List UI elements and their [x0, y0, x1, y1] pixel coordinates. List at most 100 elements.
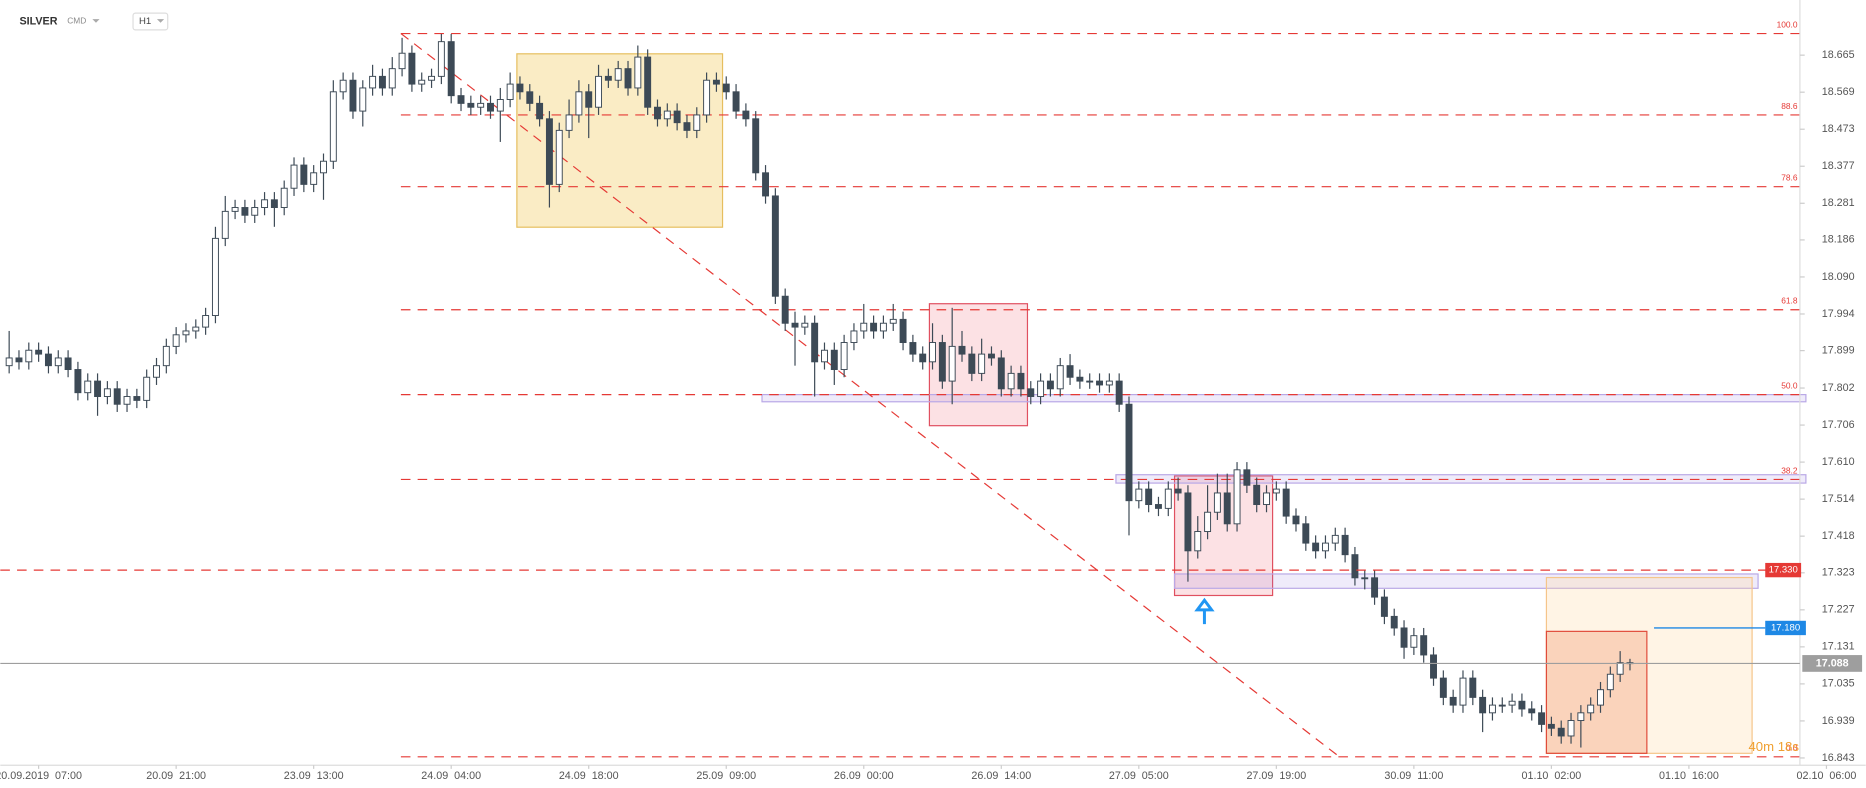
x-tick-label: 02.10 06:00	[1797, 770, 1857, 782]
candle-body	[1154, 504, 1162, 509]
x-tick-label: 26.09 14:00	[971, 770, 1031, 782]
candle-body	[1302, 523, 1310, 544]
candle-body	[821, 349, 828, 363]
candle-body	[1046, 380, 1054, 390]
candle-body	[1007, 372, 1015, 390]
y-tick-label: 17.035	[1822, 678, 1855, 690]
candle-body	[506, 83, 514, 100]
candle-body	[1174, 488, 1182, 494]
price-tag	[1765, 620, 1806, 636]
candle-body	[1449, 696, 1457, 706]
candle-body	[752, 118, 760, 174]
candle-body	[850, 330, 858, 344]
candle-body	[811, 322, 819, 363]
price-tag	[1802, 655, 1863, 672]
x-tick-label: 30.09 11:00	[1384, 770, 1443, 782]
dropdown[interactable]	[92, 19, 100, 23]
candle-body	[683, 122, 691, 131]
candle-body	[909, 342, 917, 355]
candle-body	[202, 315, 210, 328]
candle-body	[1469, 677, 1477, 698]
price-tag-label: 17.088	[1816, 657, 1849, 669]
candle-body	[241, 207, 249, 216]
candle-body	[398, 52, 406, 70]
candle-body	[516, 83, 524, 93]
candle-body	[1606, 673, 1614, 691]
candle-body	[860, 322, 868, 332]
candle-body	[624, 68, 632, 89]
candle-body	[1037, 380, 1045, 398]
candle-body	[84, 380, 92, 394]
candle-body	[1223, 492, 1231, 525]
candle-body	[1312, 542, 1320, 552]
candle-body	[25, 349, 33, 363]
candle-body	[565, 114, 573, 131]
candle-body	[1390, 615, 1398, 629]
candle-body	[968, 353, 976, 374]
candle-body	[1096, 380, 1103, 386]
candle-body	[94, 380, 102, 398]
candle-body	[1351, 554, 1359, 579]
support-zone	[761, 394, 1807, 403]
candle-body	[1439, 677, 1447, 698]
candle-body	[1164, 488, 1172, 509]
candle-body	[1017, 372, 1025, 390]
candle-body	[153, 365, 160, 378]
candle-body	[1145, 488, 1153, 506]
candle-body	[1616, 662, 1624, 675]
fib-label: 88.6	[1781, 101, 1798, 111]
x-tick-label: 23.09 13:00	[284, 770, 344, 782]
x-tick-label: 20.09 21:00	[146, 770, 206, 782]
symbol: SILVER	[19, 15, 57, 27]
x-tick-label: 26.09 00:00	[834, 770, 894, 782]
candle-body	[545, 118, 553, 185]
candle-body	[988, 353, 995, 359]
candle-body	[310, 172, 318, 185]
candle-body	[428, 75, 436, 81]
candle-body	[270, 199, 278, 208]
candle-body	[1567, 720, 1575, 737]
candle-body	[388, 68, 396, 89]
candle-body	[15, 357, 23, 363]
arrow-up	[1194, 597, 1215, 625]
candle-body	[1538, 712, 1546, 725]
candle-body	[830, 349, 838, 371]
timeframe-button[interactable]	[132, 12, 169, 31]
y-tick-label: 18.090	[1822, 271, 1855, 283]
y-tick-label: 18.569	[1822, 86, 1855, 98]
candle-body	[919, 353, 927, 363]
candle-body	[771, 195, 779, 297]
candle-body	[604, 75, 612, 81]
candle-body	[870, 322, 878, 332]
x-tick-label: 24.09 04:00	[421, 770, 481, 782]
candle-body	[1361, 577, 1369, 580]
candle-body	[1479, 696, 1487, 714]
candle-body	[634, 56, 642, 89]
candle-body	[1292, 515, 1300, 525]
y-tick-label: 18.665	[1822, 49, 1855, 61]
candle-body	[978, 353, 986, 374]
candle-body	[74, 369, 82, 394]
candle-body	[595, 75, 603, 108]
candle-body	[948, 345, 956, 382]
candle-body	[575, 91, 583, 116]
fib-label: 78.6	[1781, 173, 1798, 183]
candle-body	[172, 334, 180, 347]
price-tag-label: 17.330	[1769, 565, 1798, 576]
y-tick-label: 17.706	[1822, 419, 1855, 431]
candle-body	[162, 345, 170, 367]
candle-body	[722, 83, 730, 93]
candle-body	[693, 114, 701, 131]
candle-body	[781, 295, 789, 324]
candle-body	[133, 396, 141, 401]
y-tick-label: 17.610	[1822, 456, 1855, 468]
candle-body	[1380, 596, 1388, 617]
candle-body	[1321, 542, 1329, 552]
fib-label: 100.0	[1777, 19, 1798, 29]
y-tick-label: 17.323	[1822, 567, 1855, 579]
candle-body	[801, 322, 809, 328]
candle-body	[703, 79, 711, 116]
candle-body	[1204, 511, 1212, 533]
candle-body	[1518, 700, 1526, 710]
candle-body	[644, 56, 652, 108]
